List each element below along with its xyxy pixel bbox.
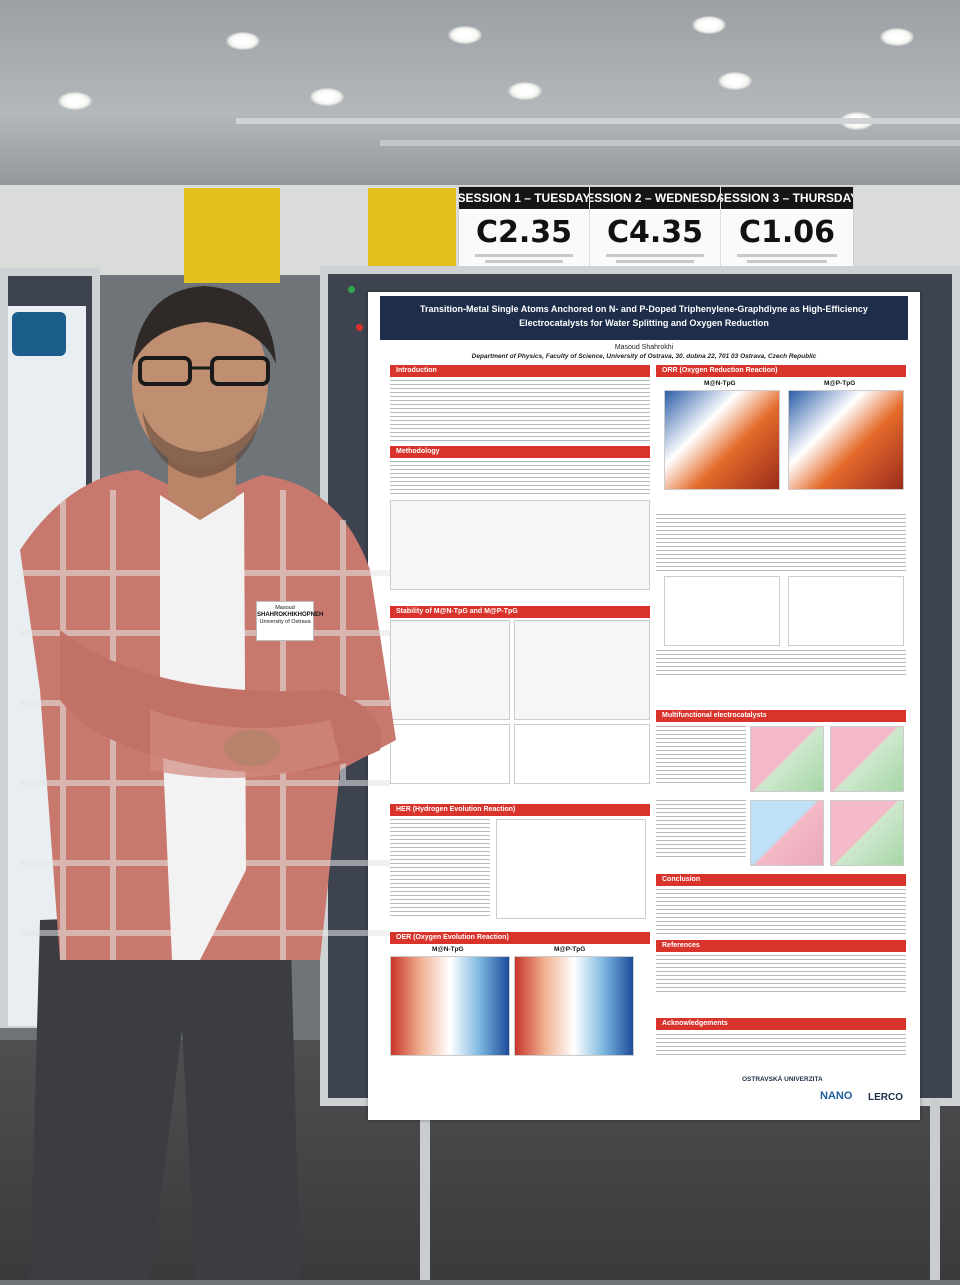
oer-volcano-p [514, 956, 634, 1056]
multifunctional-map-3 [750, 800, 824, 866]
conclusion-text [656, 889, 906, 937]
orr-correlation-n [664, 576, 780, 646]
poster-title-line-2: Electrocatalysts for Water Splitting and… [519, 318, 769, 328]
section-oer: OER (Oxygen Evolution Reaction) [390, 932, 650, 944]
session-1-label: SESSION 1 – TUESDAY [459, 187, 589, 209]
ostrava-university-logo: OSTRAVSKÁ UNIVERZITA [742, 1076, 823, 1083]
ceiling-light [58, 92, 92, 110]
stability-structure-figure [390, 620, 510, 720]
acknowledgements-text [656, 1034, 906, 1058]
sign-text-line [747, 260, 827, 263]
correlation-text [656, 650, 906, 678]
sign-text-line [737, 254, 837, 257]
push-pin [348, 286, 355, 293]
push-pin [356, 324, 363, 331]
section-her: HER (Hydrogen Evolution Reaction) [390, 804, 650, 816]
session-3-label: SESSION 3 – THURSDAY [721, 187, 853, 209]
ceiling-light [718, 72, 752, 90]
section-acknowledgements: Acknowledgements [656, 1018, 906, 1030]
ceiling [0, 0, 960, 190]
lerco-logo: LERCO [868, 1092, 903, 1103]
yellow-wall-panel [368, 188, 456, 268]
methodology-figure [390, 500, 650, 590]
session-sign: SESSION 1 – TUESDAY C2.35 SESSION 2 – WE… [458, 186, 854, 284]
board-leg [420, 1100, 430, 1280]
ceiling-truss [236, 118, 960, 124]
session-3: SESSION 3 – THURSDAY C1.06 [721, 187, 853, 283]
orr-label-n: M@N-TpG [704, 380, 736, 387]
session-2-label: SESSION 2 – WEDNESDAY [590, 187, 720, 209]
orr-label-p: M@P-TpG [824, 380, 856, 387]
section-stability: Stability of M@N-TpG and M@P-TpG [390, 606, 650, 618]
poster-author: Masoud Shahrokhi [614, 344, 674, 351]
section-conclusion: Conclusion [656, 874, 906, 886]
multifunctional-text-2 [656, 800, 746, 860]
board-leg [930, 1100, 940, 1280]
ceiling-truss [380, 140, 960, 146]
stability-binding-sites-figure [514, 620, 650, 720]
session-3-room: C1.06 [738, 215, 836, 250]
poster-affiliation: Department of Physics, Faculty of Scienc… [471, 353, 817, 360]
section-references: References [656, 940, 906, 952]
poster-title-line-1: Transition-Metal Single Atoms Anchored o… [420, 304, 868, 314]
introduction-text [390, 380, 650, 442]
her-volcano-plot [496, 819, 646, 919]
multifunctional-map-1 [750, 726, 824, 792]
ceiling-light [448, 26, 482, 44]
poster-title: Transition-Metal Single Atoms Anchored o… [380, 296, 908, 340]
section-introduction: Introduction [390, 365, 650, 377]
references-text [656, 955, 906, 995]
ceiling-light [692, 16, 726, 34]
multifunctional-map-2 [830, 726, 904, 792]
orr-text [656, 514, 906, 572]
session-1: SESSION 1 – TUESDAY C2.35 [459, 187, 590, 283]
nano-logo: NANO [820, 1090, 853, 1102]
session-2-room: C4.35 [606, 215, 704, 250]
research-poster: Transition-Metal Single Atoms Anchored o… [368, 292, 920, 1120]
multifunctional-text-1 [656, 726, 746, 786]
name-tag-organization: University of Ostrava [259, 619, 311, 625]
presenter-figure [20, 286, 396, 1280]
yellow-wall-panel [184, 188, 280, 283]
section-methodology: Methodology [390, 446, 650, 458]
multifunctional-map-4 [830, 800, 904, 866]
presenter [0, 270, 420, 1280]
ceiling-light [508, 82, 542, 100]
section-multifunctional: Multifunctional electrocatalysts [656, 710, 906, 722]
sign-text-line [475, 254, 573, 257]
name-tag-first-name: Masoud [275, 605, 295, 611]
session-2: SESSION 2 – WEDNESDAY C4.35 [590, 187, 721, 283]
name-tag: Masoud SHAHROKHIKHOPNEH University of Os… [256, 601, 324, 641]
section-orr: ORR (Oxygen Reduction Reaction) [656, 365, 906, 377]
ceiling-light [226, 32, 260, 50]
orr-volcano-p [788, 390, 904, 490]
name-tag-last-name: SHAHROKHIKHOPNEH [257, 612, 324, 618]
stability-energy-plot [390, 724, 510, 784]
sign-text-line [616, 260, 694, 263]
oer-label-n: M@N-TpG [432, 946, 464, 953]
ceiling-light [310, 88, 344, 106]
methodology-text [390, 461, 650, 497]
sign-text-line [606, 254, 704, 257]
oer-volcano-n [390, 956, 510, 1056]
her-text [390, 819, 490, 919]
orr-volcano-n [664, 390, 780, 490]
orr-correlation-p [788, 576, 904, 646]
sign-text-line [485, 260, 563, 263]
oer-label-p: M@P-TpG [554, 946, 586, 953]
session-1-room: C2.35 [475, 215, 573, 250]
stability-md-plot [514, 724, 650, 784]
left-poster-logo [12, 312, 66, 356]
ceiling-light [880, 28, 914, 46]
